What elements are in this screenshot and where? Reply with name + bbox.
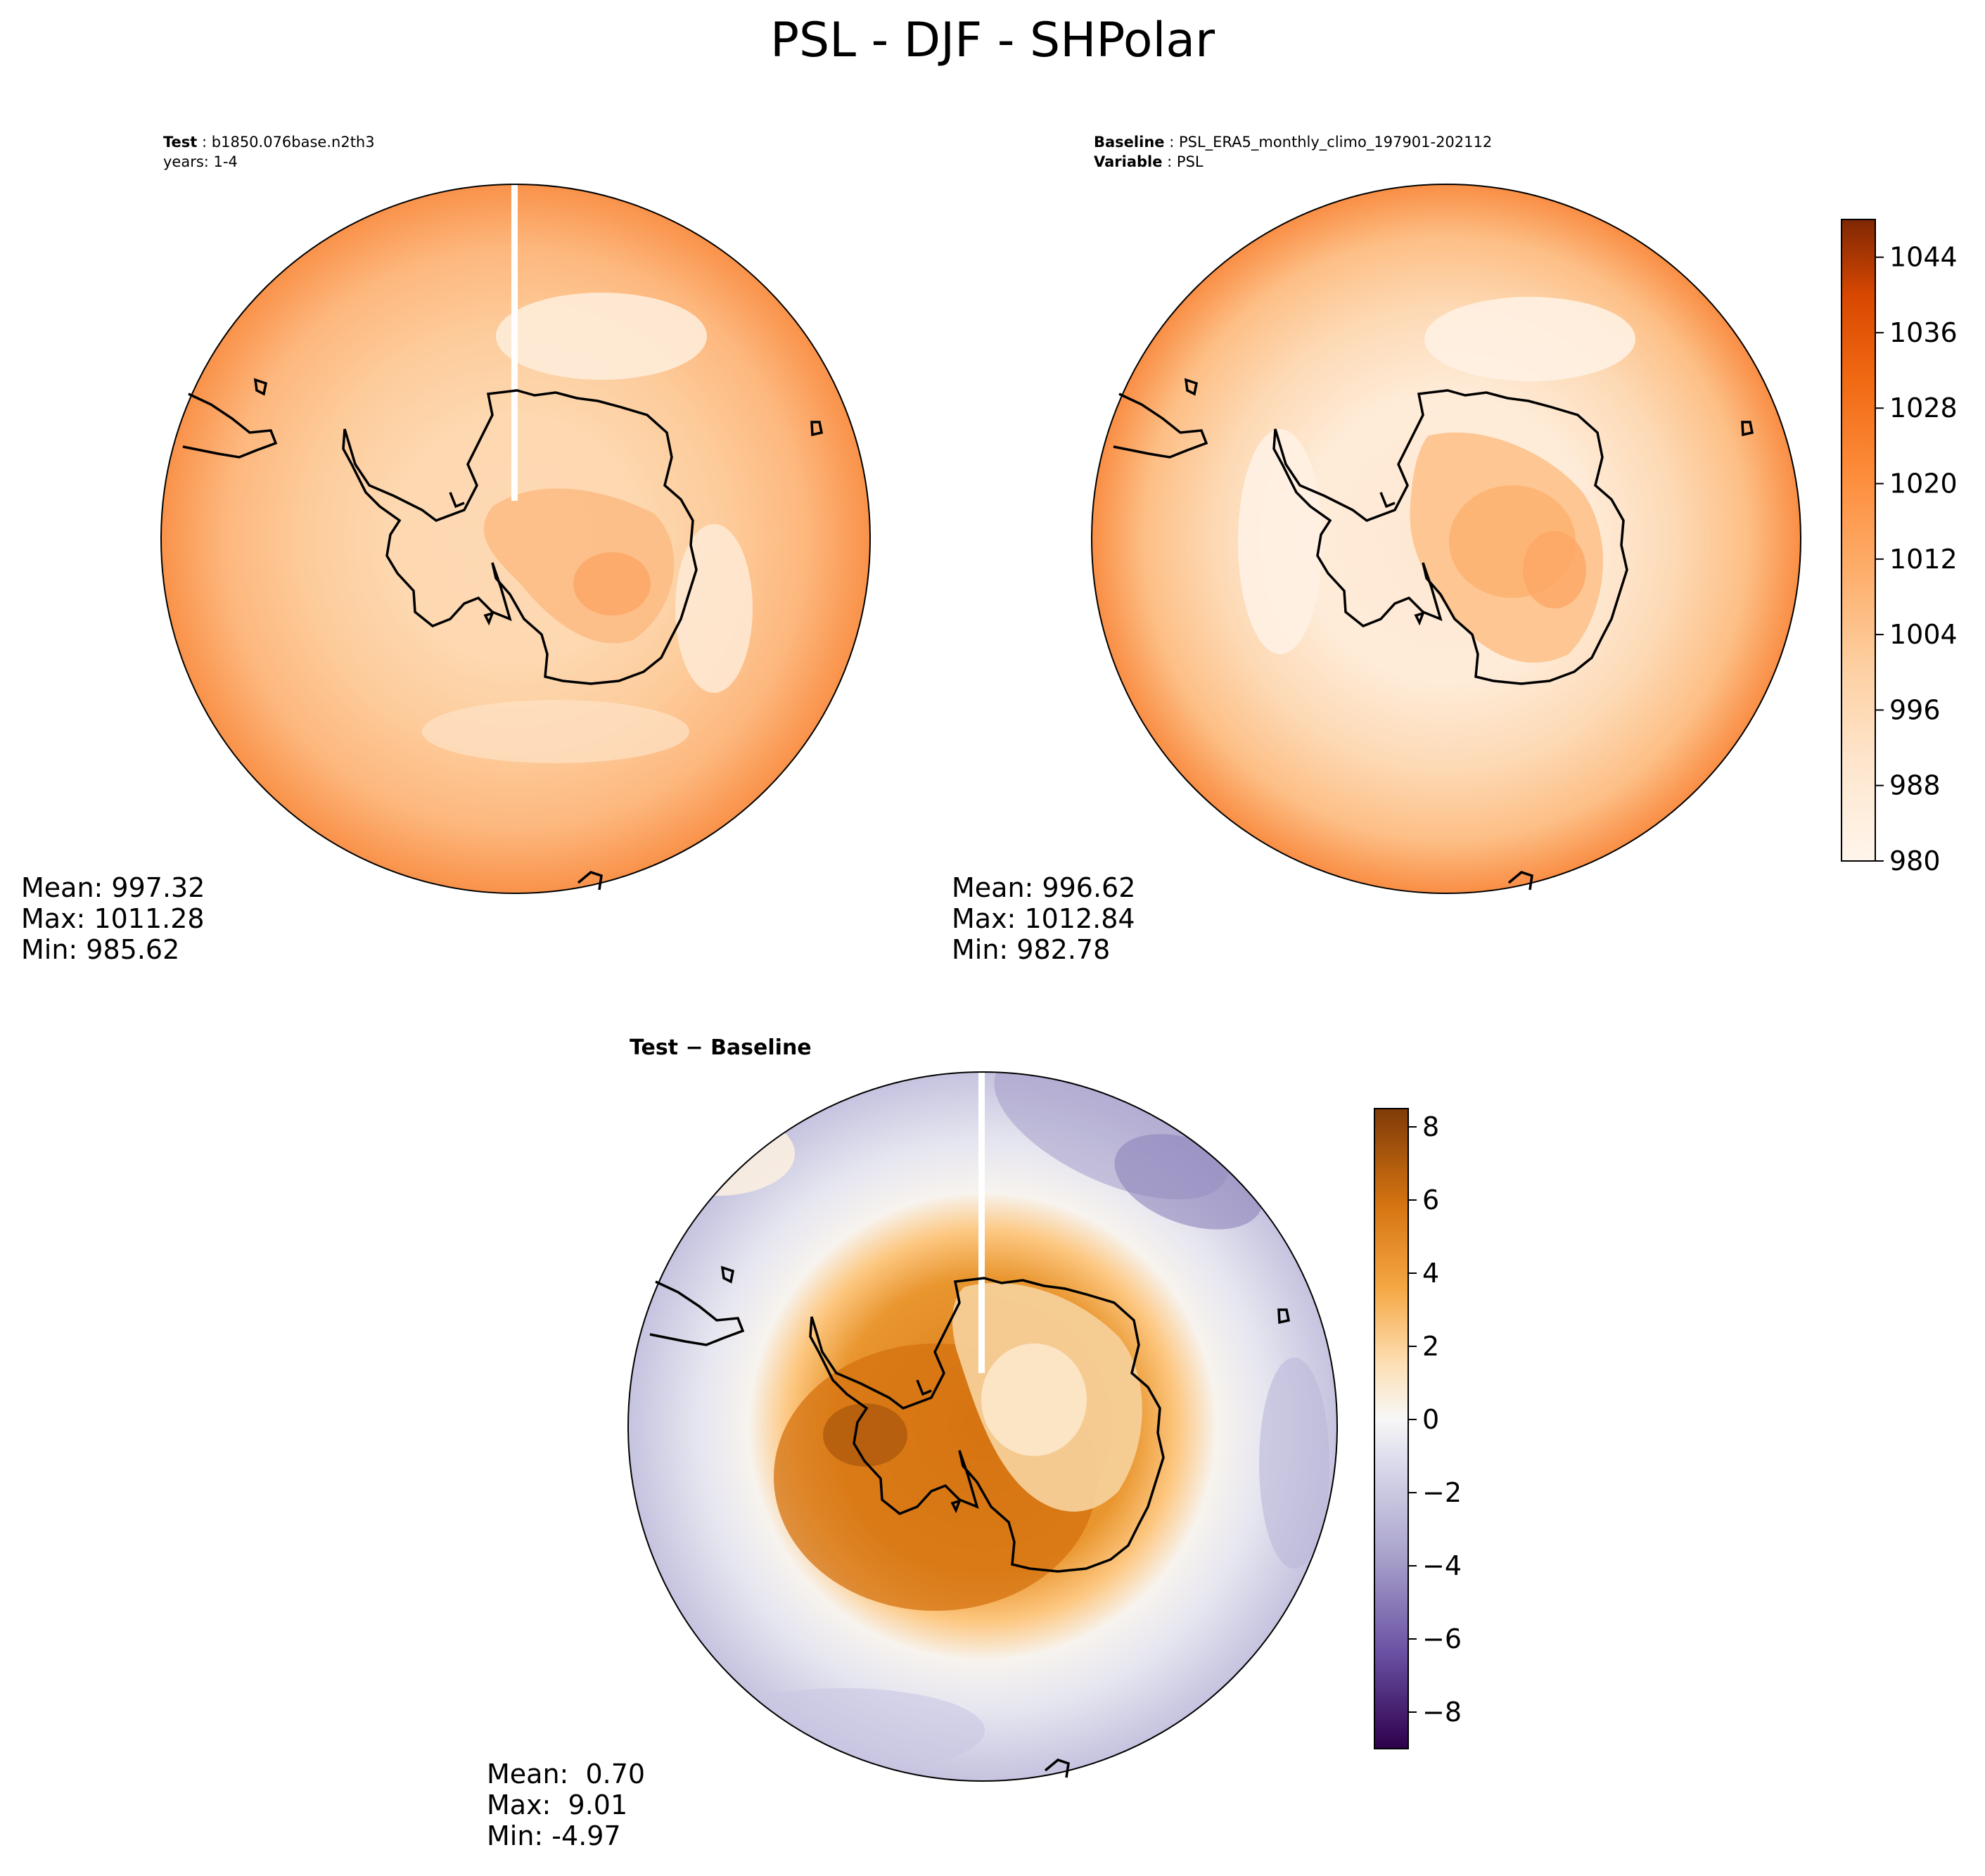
- baseline-coastline: [1113, 378, 1754, 891]
- diff-map-border: [627, 1071, 1338, 1782]
- diff-max: Max: 9.01: [487, 1789, 628, 1820]
- diff-colorbar-ticks: −8 −6 −4 −2 0 2 4 6 8: [1408, 1111, 1462, 1728]
- baseline-label: Baseline: [1094, 134, 1165, 151]
- diff-title-op: −: [678, 1035, 711, 1060]
- test-header: Test : b1850.076base.n2th3 years: 1-4: [163, 134, 375, 170]
- test-min: Min: 985.62: [21, 934, 180, 965]
- diff-colorbar-tick-label: 0: [1422, 1404, 1439, 1435]
- diff-colorbar-tick-label: −8: [1422, 1697, 1462, 1728]
- diff-title-test: Test: [630, 1035, 679, 1060]
- test-map: [160, 184, 871, 894]
- baseline-map-border: [1091, 184, 1801, 894]
- test-coastline: [182, 378, 824, 891]
- diff-mean: Mean: 0.70: [487, 1759, 646, 1789]
- diff-map: [627, 1071, 1338, 1782]
- abs-colorbar-tick-label: 1004: [1889, 619, 1958, 650]
- variable-label: Variable: [1094, 153, 1163, 170]
- diff-colorbar: −8 −6 −4 −2 0 2 4 6 8: [1374, 1108, 1462, 1749]
- diff-colorbar-tick-label: 8: [1422, 1111, 1439, 1142]
- abs-colorbar-ticks: 980 988 996 1004 1012 1020 1028 1036 1044: [1875, 242, 1958, 876]
- abs-colorbar-tick-label: 988: [1889, 770, 1941, 801]
- test-map-border: [160, 184, 871, 894]
- baseline-max: Max: 1012.84: [952, 903, 1135, 934]
- abs-colorbar-tick-label: 1028: [1889, 393, 1958, 423]
- abs-colorbar-bar: [1841, 219, 1876, 862]
- diff-colorbar-tick-label: 6: [1422, 1185, 1439, 1215]
- test-mean: Mean: 997.32: [21, 872, 205, 903]
- diff-colorbar-bar: [1374, 1108, 1409, 1749]
- abs-colorbar-tick-label: 1012: [1889, 544, 1958, 575]
- diff-title-baseline: Baseline: [710, 1035, 812, 1060]
- diff-colorbar-tick-label: −6: [1422, 1623, 1462, 1654]
- baseline-mean: Mean: 996.62: [952, 872, 1136, 903]
- abs-colorbar-tick-label: 1044: [1889, 242, 1958, 273]
- diff-title: Test − Baseline: [630, 1035, 812, 1060]
- abs-colorbar-tick-label: 980: [1889, 846, 1941, 876]
- test-label: Test: [163, 134, 198, 151]
- test-max: Max: 1011.28: [21, 903, 205, 934]
- diff-contours: [640, 1072, 1329, 1773]
- diff-colorbar-tick-label: 4: [1422, 1258, 1439, 1289]
- baseline-stats: Mean: 996.62 Max: 1012.84 Min: 982.78: [952, 872, 1135, 965]
- figure-title: PSL - DJF - SHPolar: [770, 13, 1215, 68]
- test-case-name: b1850.076base.n2th3: [211, 134, 375, 151]
- baseline-contours: [1238, 297, 1635, 663]
- diff-stats: Mean: 0.70 Max: 9.01 Min: -4.97: [487, 1759, 645, 1851]
- diff-colorbar-tick-label: 2: [1422, 1331, 1439, 1362]
- diff-min: Min: -4.97: [487, 1820, 621, 1851]
- variable-name: PSL: [1176, 153, 1204, 170]
- test-stats: Mean: 997.32 Max: 1011.28 Min: 985.62: [21, 872, 205, 965]
- abs-colorbar-tick-label: 996: [1889, 694, 1941, 725]
- abs-colorbar-tick-label: 1020: [1889, 468, 1958, 499]
- diff-colorbar-tick-label: −4: [1422, 1550, 1462, 1581]
- baseline-map: [1091, 184, 1801, 894]
- diff-colorbar-tick-label: −2: [1422, 1477, 1462, 1508]
- baseline-case-name: PSL_ERA5_monthly_climo_197901-202112: [1178, 134, 1493, 151]
- abs-colorbar-tick-label: 1036: [1889, 317, 1958, 348]
- test-years: years: 1-4: [163, 153, 238, 170]
- abs-colorbar: 980 988 996 1004 1012 1020 1028 1036 1044: [1841, 219, 1958, 876]
- baseline-min: Min: 982.78: [952, 934, 1111, 965]
- baseline-header: Baseline : PSL_ERA5_monthly_climo_197901…: [1094, 134, 1493, 170]
